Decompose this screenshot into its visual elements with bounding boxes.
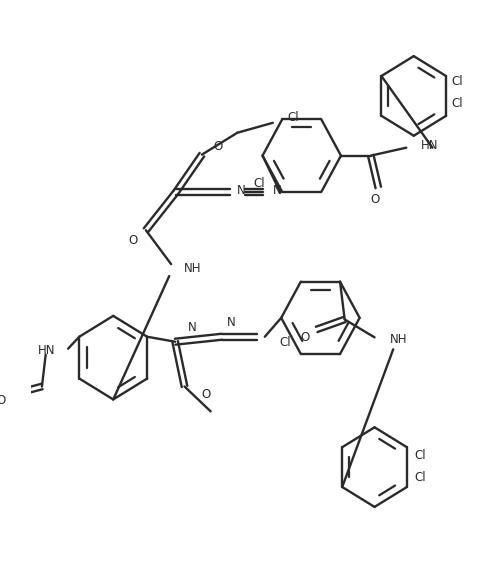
Text: O: O	[213, 140, 223, 153]
Text: O: O	[201, 388, 210, 401]
Text: Cl: Cl	[280, 336, 292, 349]
Text: N: N	[273, 184, 281, 197]
Text: Cl: Cl	[254, 178, 265, 191]
Text: HN: HN	[421, 139, 439, 152]
Text: O: O	[0, 394, 5, 407]
Text: O: O	[301, 331, 310, 344]
Text: O: O	[370, 193, 379, 206]
Text: NH: NH	[184, 262, 202, 275]
Text: N: N	[227, 316, 236, 329]
Text: Cl: Cl	[451, 76, 463, 89]
Text: N: N	[187, 321, 196, 335]
Text: Cl: Cl	[414, 471, 426, 484]
Text: Cl: Cl	[414, 449, 426, 461]
Text: O: O	[128, 234, 137, 247]
Text: Cl: Cl	[451, 97, 463, 110]
Text: HN: HN	[37, 344, 55, 357]
Text: NH: NH	[390, 333, 407, 346]
Text: Cl: Cl	[288, 112, 300, 124]
Text: N: N	[237, 184, 246, 197]
